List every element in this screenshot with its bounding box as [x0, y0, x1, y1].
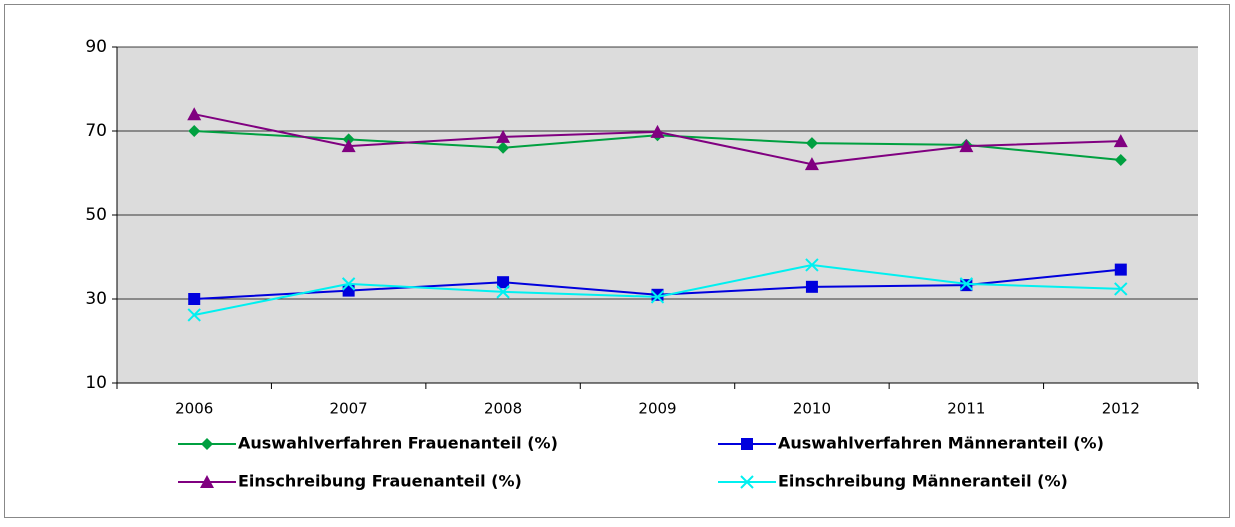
marker	[341, 277, 356, 291]
marker	[651, 288, 664, 301]
marker	[188, 293, 201, 305]
y-tick-label: 50	[85, 205, 107, 225]
y-tick-label: 90	[85, 37, 107, 57]
x-tick-label: 2006	[175, 400, 213, 418]
marker	[650, 290, 665, 304]
marker	[1113, 134, 1128, 148]
marker	[342, 284, 355, 297]
marker	[187, 308, 201, 322]
x-tick-label: 2008	[484, 400, 522, 418]
legend-label: Einschreibung Männeranteil (%)	[778, 472, 1068, 491]
marker	[959, 139, 974, 153]
legend-marker	[741, 438, 753, 450]
x-tick-label: 2012	[1102, 400, 1140, 418]
y-tick-label: 30	[85, 289, 107, 309]
x-tick-label: 2007	[330, 400, 368, 418]
marker	[187, 107, 202, 121]
legend-label: Auswahlverfahren Frauenanteil (%)	[238, 434, 558, 453]
marker	[496, 129, 511, 143]
marker	[496, 285, 510, 299]
marker	[650, 124, 665, 138]
legend-marker	[740, 475, 754, 489]
legend-marker	[200, 475, 214, 488]
x-tick-label: 2010	[793, 400, 831, 418]
marker	[959, 277, 974, 291]
legend-label: Einschreibung Frauenanteil (%)	[238, 472, 522, 491]
marker	[497, 141, 510, 154]
legend-label: Auswahlverfahren Männeranteil (%)	[778, 434, 1104, 453]
marker	[1114, 282, 1128, 296]
marker	[805, 258, 819, 272]
marker	[497, 276, 510, 289]
x-tick-label: 2009	[638, 400, 676, 418]
marker	[1114, 153, 1127, 166]
marker	[341, 139, 356, 153]
y-tick-label: 10	[85, 373, 107, 393]
x-tick-label: 2011	[947, 400, 985, 418]
y-tick-label: 70	[85, 121, 107, 141]
marker	[804, 157, 819, 171]
marker	[805, 280, 818, 293]
legend-marker	[201, 438, 213, 450]
marker	[1114, 263, 1127, 276]
marker	[805, 137, 818, 150]
marker	[188, 125, 201, 137]
